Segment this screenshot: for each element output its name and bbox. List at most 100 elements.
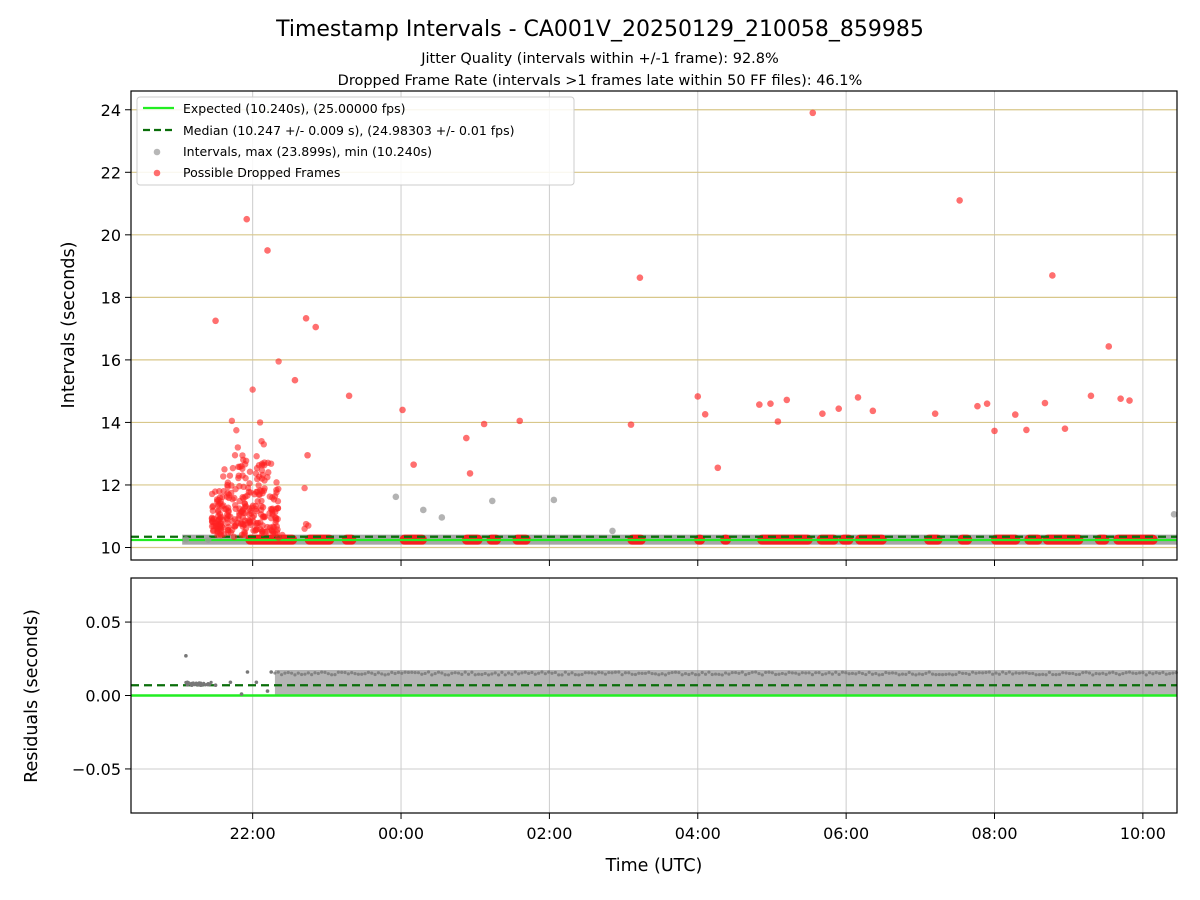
residual-band-edge-point xyxy=(690,671,694,675)
interval-points xyxy=(182,493,1178,543)
residual-band-edge-point xyxy=(747,671,751,676)
residual-band-edge-point xyxy=(804,671,808,675)
residuals-xtick-label-4: 06:00 xyxy=(823,824,869,843)
residual-band-edge-point xyxy=(393,671,397,676)
dropped-frame-cluster-point xyxy=(253,507,260,515)
residual-band-edge-point xyxy=(683,671,688,676)
dropped-frame-point-4 xyxy=(302,315,310,322)
residual-band-edge-point xyxy=(794,671,798,675)
dropped-frame-cluster-point xyxy=(235,515,242,522)
dropped-frame-point-34 xyxy=(1023,426,1030,434)
residual-band-edge-point xyxy=(466,672,471,676)
dropped-frame-cluster-point xyxy=(210,527,217,534)
residual-band-edge-point xyxy=(406,670,411,675)
dropped-frame-cluster-point xyxy=(254,475,261,483)
residual-band-edge-point xyxy=(283,671,287,675)
legend-median-label: Median (10.247 +/- 0.009 s), (24.98303 +… xyxy=(183,123,514,138)
dropped-frame-cluster-point xyxy=(215,507,222,514)
dropped-frame-point-29 xyxy=(956,197,963,204)
residual-band-edge-point xyxy=(376,671,381,675)
residual-band-edge-point xyxy=(657,673,661,677)
residual-band-edge-point xyxy=(1131,671,1135,675)
residuals-xtick-label-6: 10:00 xyxy=(1120,824,1166,843)
dropped-frame-cluster-point xyxy=(273,489,280,496)
residual-band-edge-point xyxy=(523,670,527,674)
residual-band-edge-point xyxy=(530,670,534,675)
residual-band-edge-point xyxy=(680,673,684,677)
residual-band-edge-point xyxy=(1047,670,1052,674)
residual-band-edge-point xyxy=(320,670,324,674)
residual-band-edge-point xyxy=(450,671,454,675)
dropped-frame-cluster-extra-3 xyxy=(256,419,264,426)
residual-band-edge-point xyxy=(570,671,574,675)
residual-band-edge-point xyxy=(1014,671,1018,675)
residual-band-edge-point xyxy=(727,672,731,676)
residual-band-edge-point xyxy=(927,670,931,674)
dropped-frame-cluster-point xyxy=(231,452,239,459)
dropped-frame-cluster-point xyxy=(274,504,282,512)
residual-band-edge-point xyxy=(710,672,714,677)
dropped-frame-cluster-point xyxy=(229,464,237,472)
residual-band-edge-point xyxy=(286,670,290,675)
residual-band-edge-point xyxy=(834,670,838,674)
intervals-ytick-label-3: 16 xyxy=(101,351,121,370)
residual-band-edge-point xyxy=(330,673,334,677)
residual-band-edge-point xyxy=(470,670,474,674)
residual-band-edge-point xyxy=(573,673,577,677)
legend-intervals-label: Intervals, max (23.899s), min (10.240s) xyxy=(183,144,432,159)
residual-band-edge-point xyxy=(533,672,537,676)
dropped-frame-rate-subtitle: Dropped Frame Rate (intervals >1 frames … xyxy=(338,73,863,89)
dropped-frame-cluster-extra-9 xyxy=(216,488,223,495)
residual-band-edge-point xyxy=(653,672,658,676)
residual-band-edge-point xyxy=(597,670,601,674)
legend-dropped-label: Possible Dropped Frames xyxy=(183,165,340,180)
residual-band-edge-point xyxy=(981,671,985,675)
residual-band-edge-point xyxy=(610,671,614,675)
residual-band-edge-point xyxy=(273,671,277,675)
dropped-frame-cluster-extra-1 xyxy=(233,427,240,434)
residual-band-edge-point xyxy=(937,672,941,677)
residual-band-edge-point xyxy=(453,671,457,675)
residual-band-edge-point xyxy=(840,670,845,674)
residual-band-edge-point xyxy=(1004,671,1008,676)
residual-band-edge-point xyxy=(416,671,421,675)
legend-box xyxy=(136,96,575,186)
residual-band-edge-point xyxy=(323,670,327,674)
dropped-frame-cluster-point xyxy=(232,501,239,509)
residual-band-edge-point xyxy=(1087,671,1092,675)
residual-band-edge-point xyxy=(1141,671,1145,675)
dropped-frame-point-20 xyxy=(767,400,774,407)
residual-band-edge-point xyxy=(1011,672,1015,676)
residual-band-edge-point xyxy=(877,673,881,677)
dropped-frame-cluster-point xyxy=(226,472,234,479)
dropped-frame-cluster-extra-0 xyxy=(228,417,236,425)
dropped-frame-cluster-point xyxy=(242,474,249,482)
residual-band-edge-point xyxy=(1154,670,1158,675)
residual-band-edge-point xyxy=(620,673,624,677)
residual-band-edge-point xyxy=(900,672,905,676)
residual-band-edge-point xyxy=(730,670,734,675)
residual-band-edge-point xyxy=(613,670,618,674)
residual-point-9 xyxy=(245,670,250,674)
residual-band-edge-point xyxy=(687,672,691,677)
dropped-frame-cluster-point xyxy=(225,508,232,516)
dropped-frame-cluster-point xyxy=(209,517,216,524)
residual-band-edge-point xyxy=(513,670,517,674)
residual-band-edge-point xyxy=(1021,671,1025,675)
dropped-frame-point-35 xyxy=(1041,399,1049,407)
residual-band-edge-point xyxy=(1027,671,1031,676)
residual-band-edge-point xyxy=(1127,670,1132,674)
residual-band-edge-point xyxy=(961,671,965,675)
dropped-frame-point-22 xyxy=(783,396,791,404)
residual-band-edge-point xyxy=(1101,671,1105,675)
interval-point-2 xyxy=(392,493,400,501)
dropped-frame-point-39 xyxy=(1105,343,1113,350)
residual-band-edge-point xyxy=(1067,671,1072,676)
intervals-ytick-label-5: 20 xyxy=(101,226,121,245)
residual-band-edge-point xyxy=(310,672,314,677)
jitter-quality-subtitle: Jitter Quality (intervals within +/-1 fr… xyxy=(420,51,779,67)
residual-band-edge-point xyxy=(617,670,621,674)
residual-band-edge-point xyxy=(884,670,888,675)
residual-early-cluster-point xyxy=(196,683,200,687)
residual-band-edge-point xyxy=(827,671,831,675)
